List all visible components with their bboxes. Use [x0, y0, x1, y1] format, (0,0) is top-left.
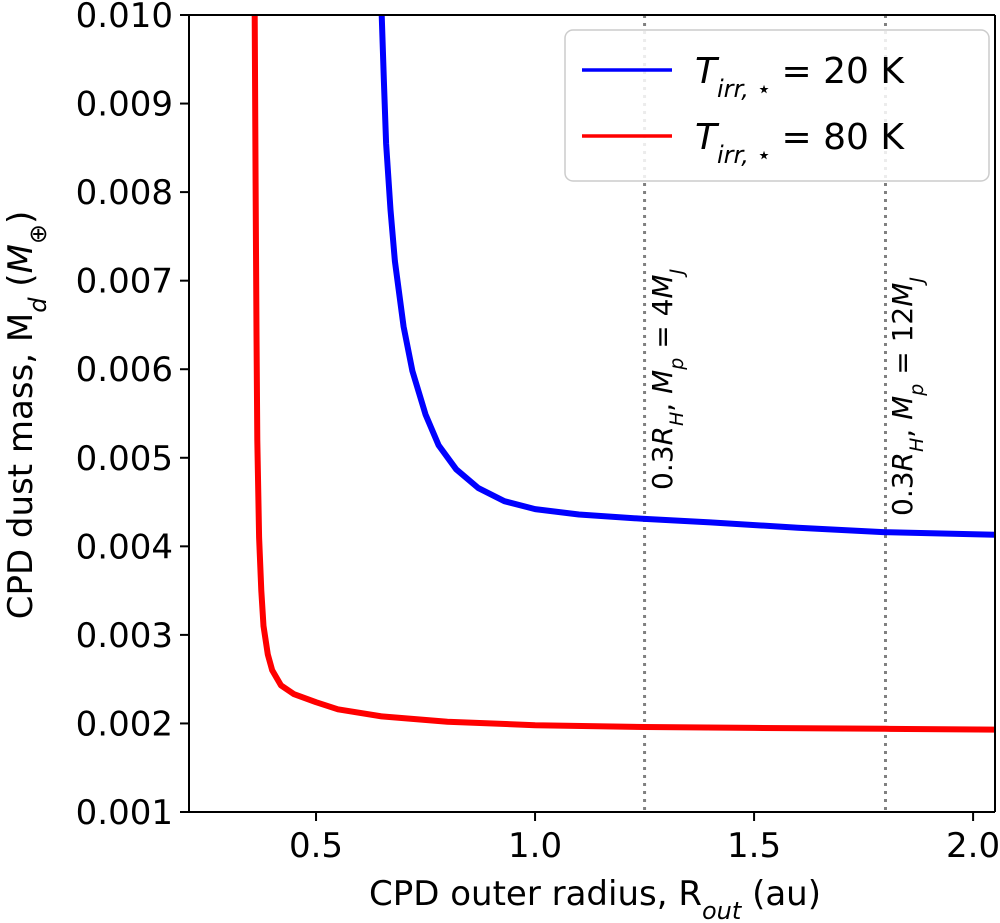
reference-lines — [643, 15, 887, 812]
y-tick-label-6: 0.007 — [76, 262, 173, 302]
y-tick-label-4: 0.005 — [76, 439, 173, 479]
series-lines — [251, 15, 995, 733]
y-tick-label-2: 0.003 — [76, 616, 173, 656]
axes-frame — [188, 14, 996, 813]
y-tick-label-9: 0.010 — [76, 0, 173, 36]
x-tick-label-0: 0.5 — [289, 826, 343, 866]
y-axis-label: CPD dust mass, Md (M⊕) — [1, 211, 52, 620]
y-tick-label-1: 0.002 — [76, 704, 173, 744]
y-tick-label-3: 0.004 — [76, 527, 173, 567]
x-tick-label-3: 2.0 — [946, 826, 1000, 866]
vline-label-4mj: 0.3RH, Mp = 4MJ — [646, 268, 688, 490]
vline-label-12mj: 0.3RH, Mp = 12MJ — [886, 277, 928, 516]
x-axis-ticks: 0.5 1.0 1.5 2.0 — [289, 812, 1000, 866]
legend-label-20k: Tirr, ⋆ = 20 K — [695, 51, 905, 103]
y-axis-ticks: 0.001 0.002 0.003 0.004 0.005 0.006 0.007 0.008… — [76, 0, 189, 833]
y-tick-label-8: 0.009 — [76, 85, 173, 125]
x-axis-label: CPD outer radius, Rout (au) — [369, 874, 821, 923]
series-line-0 — [378, 15, 995, 538]
legend: Tirr, ⋆ = 20 K Tirr, ⋆ = 80 K — [564, 29, 990, 182]
series-line-1 — [251, 15, 995, 733]
legend-label-80k: Tirr, ⋆ = 80 K — [695, 117, 905, 169]
y-tick-label-7: 0.008 — [76, 173, 173, 213]
legend-box — [564, 29, 990, 182]
x-tick-label-2: 1.5 — [727, 826, 781, 866]
x-tick-label-1: 1.0 — [508, 826, 562, 866]
y-tick-label-0: 0.001 — [76, 793, 173, 833]
y-tick-label-5: 0.006 — [76, 350, 173, 390]
